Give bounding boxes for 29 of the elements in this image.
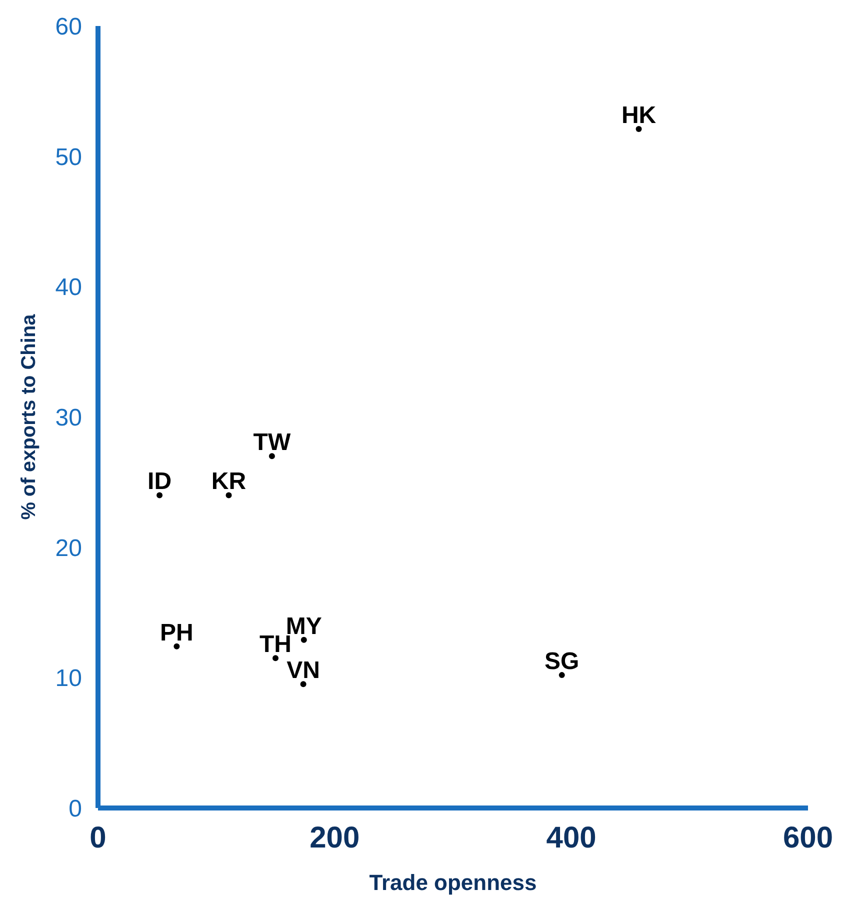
- x-tick-label: 600: [782, 821, 834, 854]
- data-label: PH: [160, 619, 194, 646]
- data-label: ID: [148, 468, 172, 496]
- point: [300, 636, 307, 643]
- y-axis-title: % of exports to China: [18, 313, 40, 520]
- y-tick-label: 20: [55, 534, 82, 562]
- point: [268, 453, 275, 460]
- point: [272, 655, 278, 662]
- data-label: TW: [253, 429, 291, 456]
- point: [226, 492, 232, 498]
- x-tick-label: 400: [546, 821, 596, 854]
- x-tick-label: 200: [310, 821, 360, 854]
- data-label: VN: [286, 657, 320, 684]
- point: [636, 126, 642, 132]
- y-tick-label: 50: [55, 144, 82, 171]
- data-label: KR: [211, 468, 246, 496]
- point: [300, 681, 306, 688]
- x-tick-label: 0: [90, 821, 106, 854]
- y-tick-label: 60: [55, 14, 82, 41]
- point: [558, 672, 565, 678]
- y-tick-label: 30: [55, 404, 82, 432]
- x-axis-title: Trade openness: [369, 870, 537, 895]
- data-label: SG: [544, 648, 580, 676]
- y-tick-label: 40: [55, 274, 82, 302]
- point: [174, 643, 180, 650]
- point: [156, 492, 163, 498]
- y-tick-label: 10: [55, 665, 82, 692]
- data-label: HK: [621, 102, 657, 129]
- y-tick-label: 0: [68, 796, 82, 823]
